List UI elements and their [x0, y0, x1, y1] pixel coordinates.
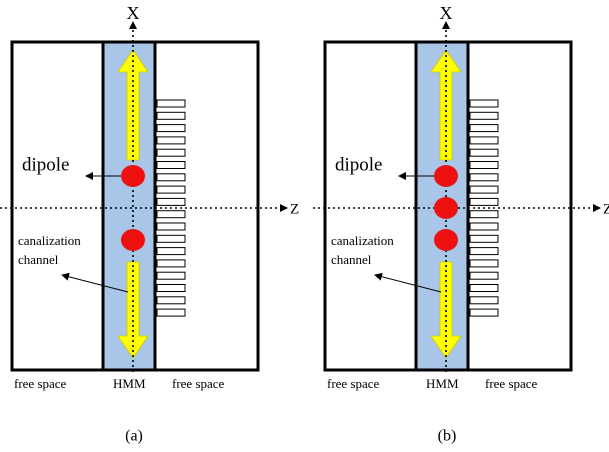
channel-pointer: [374, 272, 442, 293]
panel-caption: (b): [438, 428, 457, 445]
dipole-label: dipole: [22, 154, 70, 175]
region-label: free space: [172, 376, 225, 391]
grating-tooth: [469, 99, 499, 108]
grating-tooth: [469, 271, 499, 280]
channel-label: canalization: [331, 233, 394, 248]
region-label: HMM: [113, 376, 146, 391]
grating-tooth: [469, 247, 499, 256]
grating-tooth: [469, 284, 499, 292]
grating-tooth: [469, 161, 499, 169]
grating-tooth: [156, 136, 186, 145]
grating-tooth: [156, 124, 186, 133]
grating-tooth: [469, 222, 499, 231]
grating-tooth: [156, 222, 186, 231]
channel-label: channel: [331, 252, 372, 267]
dipole-dot: [121, 229, 145, 251]
region-label: HMM: [426, 376, 459, 391]
dipole-dot: [434, 229, 458, 251]
region-label: free space: [485, 376, 538, 391]
grating-tooth: [156, 161, 186, 169]
grating-tooth: [156, 173, 186, 182]
dipole-dot: [434, 165, 458, 187]
grating-tooth: [469, 136, 499, 145]
dipole-dot: [434, 197, 458, 219]
grating-tooth: [469, 197, 499, 206]
grating-tooth: [156, 210, 186, 219]
grating-tooth: [156, 185, 186, 194]
grating-tooth: [156, 197, 186, 206]
panel-caption: (a): [125, 428, 143, 445]
grating-tooth: [156, 284, 186, 292]
grating-tooth: [156, 247, 186, 256]
grating-tooth: [156, 308, 186, 317]
grating-tooth: [156, 111, 186, 120]
z-axis-label: Z: [603, 201, 609, 217]
grating-tooth: [156, 259, 186, 268]
x-axis-label: X: [440, 3, 453, 23]
grating-tooth: [469, 234, 499, 243]
grating-tooth: [469, 124, 499, 133]
z-axis-label: Z: [290, 201, 299, 217]
channel-label: channel: [18, 252, 59, 267]
x-axis-label: X: [127, 3, 140, 23]
grating-tooth: [469, 173, 499, 182]
grating-tooth: [156, 296, 186, 305]
channel-label: canalization: [18, 233, 81, 248]
grating-tooth: [156, 234, 186, 243]
dipole-label: dipole: [335, 154, 383, 175]
grating-tooth: [469, 259, 499, 268]
grating-tooth: [469, 185, 499, 194]
grating-tooth: [469, 308, 499, 317]
grating-tooth: [469, 210, 499, 219]
grating-tooth: [156, 271, 186, 280]
region-label: free space: [14, 376, 67, 391]
dipole-dot: [121, 165, 145, 187]
grating-tooth: [156, 99, 186, 108]
channel-pointer: [61, 272, 129, 293]
grating-tooth: [469, 111, 499, 120]
grating-tooth: [469, 296, 499, 305]
grating-tooth: [469, 148, 499, 157]
grating-tooth: [156, 148, 186, 157]
region-label: free space: [327, 376, 380, 391]
